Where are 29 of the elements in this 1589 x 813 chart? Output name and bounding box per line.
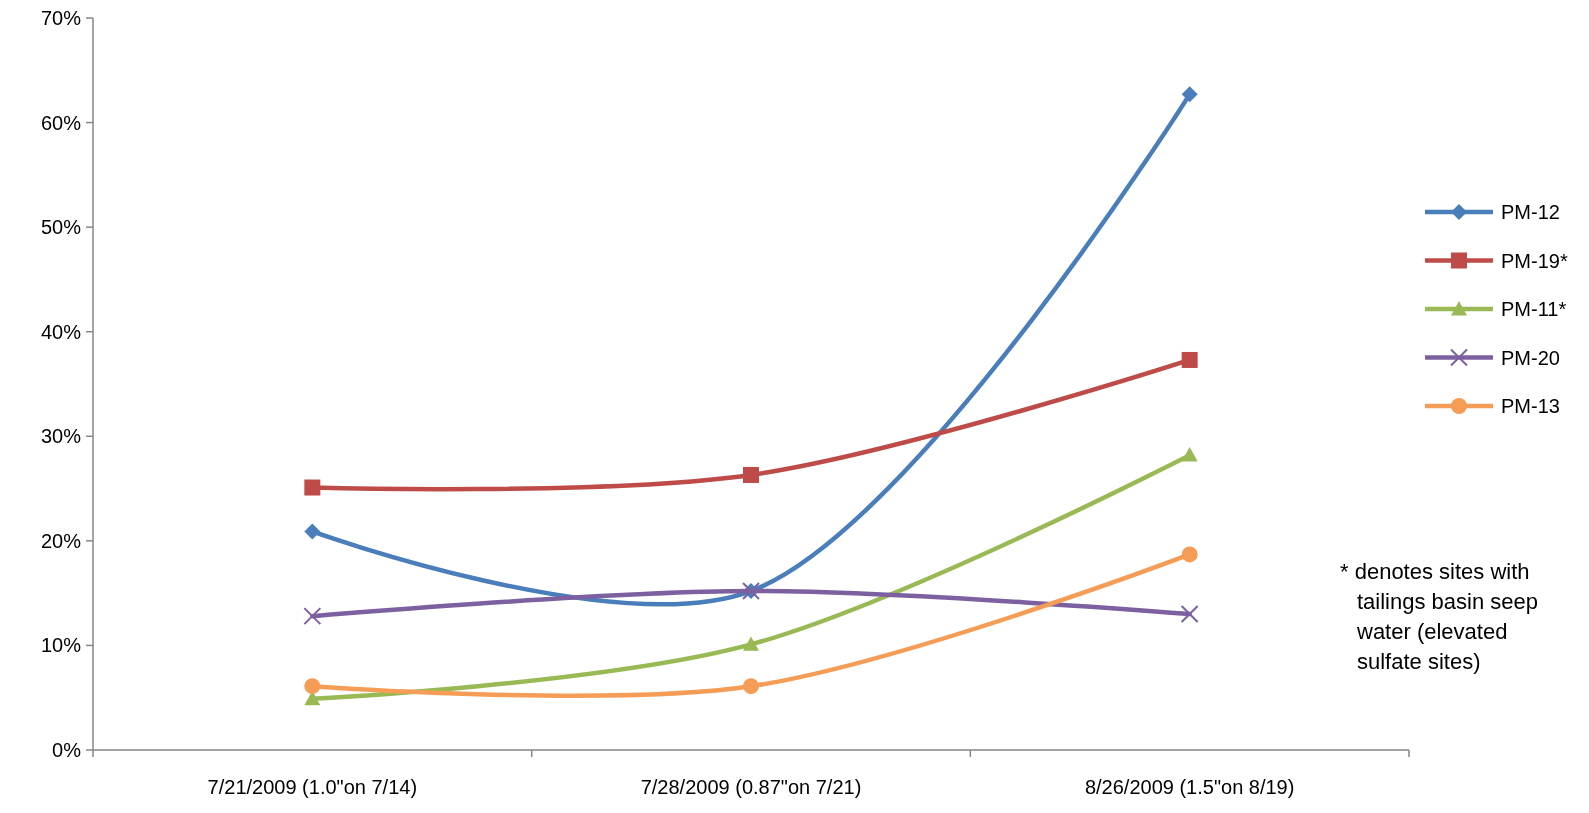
x-tick-label: 7/28/2009 (0.87"on 7/21)	[640, 776, 862, 798]
point	[303, 607, 322, 626]
point	[743, 678, 759, 695]
point	[304, 678, 321, 695]
legend-label: PM-19*	[1501, 249, 1568, 272]
y-tick-label: 40%	[40, 320, 82, 343]
legend-label: PM-11*	[1501, 298, 1567, 320]
point	[1180, 605, 1199, 624]
y-tick-label: 50%	[40, 216, 82, 239]
y-tick-label: 10%	[40, 634, 82, 657]
y-tick-label: 70%	[40, 7, 82, 29]
legend-label: PM-13	[1501, 395, 1560, 417]
legend-label: PM-20	[1501, 346, 1560, 369]
point	[743, 636, 759, 651]
y-tick-label: 60%	[40, 111, 82, 134]
point	[304, 479, 321, 496]
x-tick-label: 7/21/2009 (1.0"on 7/14)	[207, 776, 418, 798]
annotation: * denotes sites with tailings basin seep water (elevated sulfate sites)	[1340, 559, 1539, 674]
point	[304, 523, 321, 540]
point	[1181, 351, 1198, 368]
point	[743, 466, 759, 483]
legend-label: PM-12	[1501, 201, 1560, 223]
y-tick-label: 20%	[40, 529, 82, 552]
point	[1181, 86, 1198, 103]
point	[1181, 546, 1198, 563]
y-tick-label: 30%	[40, 425, 82, 448]
point	[1181, 447, 1198, 462]
y-tick-label: 0%	[52, 739, 82, 761]
x-tick-label: 8/26/2009 (1.5"on 8/19)	[1084, 776, 1295, 798]
